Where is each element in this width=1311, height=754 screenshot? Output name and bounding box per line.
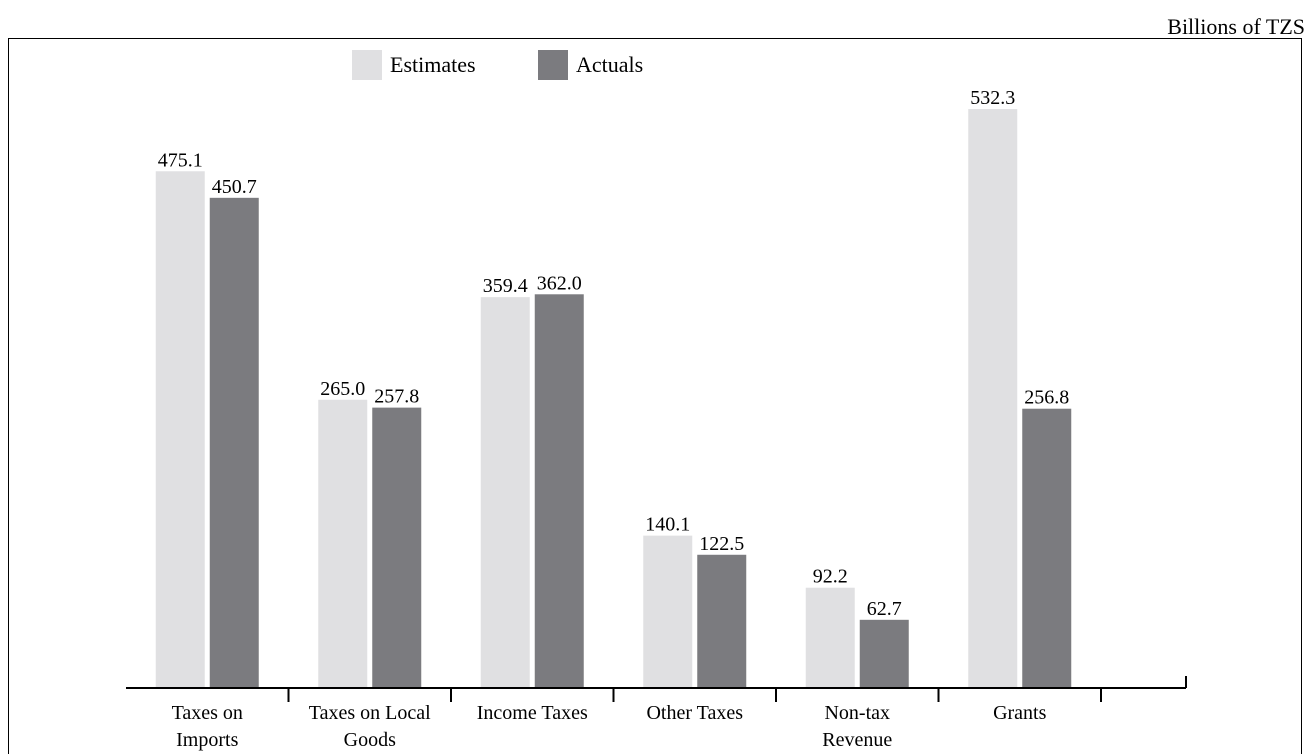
legend-swatch-estimates	[352, 50, 382, 80]
category-label-5-0: Grants	[993, 702, 1047, 724]
bar-actuals-1	[372, 407, 422, 688]
legend-label-estimates: Estimates	[390, 52, 476, 77]
category-label-0-0: Taxes on	[172, 702, 243, 724]
value-label-estimates-2: 359.4	[483, 275, 528, 297]
unit-label: Billions of TZS	[1167, 14, 1305, 39]
bar-estimates-4	[805, 587, 855, 688]
category-label-0-1: Imports	[176, 729, 238, 751]
value-label-estimates-1: 265.0	[320, 378, 365, 400]
bar-estimates-2	[480, 297, 530, 688]
category-label-3-0: Other Taxes	[646, 702, 743, 724]
bar-actuals-5	[1022, 408, 1072, 688]
category-label-1-1: Goods	[344, 729, 396, 751]
value-label-estimates-3: 140.1	[645, 514, 690, 536]
category-label-2-0: Income Taxes	[477, 702, 588, 724]
bar-actuals-3	[697, 554, 747, 688]
value-label-actuals-3: 122.5	[699, 533, 744, 555]
legend-label-actuals: Actuals	[576, 52, 644, 77]
value-label-estimates-5: 532.3	[970, 87, 1015, 109]
value-label-actuals-0: 450.7	[212, 176, 257, 198]
value-label-actuals-2: 362.0	[537, 272, 582, 294]
category-label-4-0: Non-tax	[824, 702, 890, 724]
value-label-actuals-5: 256.8	[1024, 387, 1069, 409]
bar-actuals-2	[534, 294, 584, 688]
value-label-actuals-4: 62.7	[867, 598, 902, 620]
bar-estimates-5	[968, 109, 1018, 689]
bar-estimates-3	[643, 535, 693, 688]
legend-item-estimates: Estimates	[352, 50, 476, 80]
value-label-estimates-0: 475.1	[158, 149, 203, 171]
category-label-4-1: Revenue	[822, 729, 892, 751]
bar-actuals-0	[209, 197, 259, 689]
bar-estimates-0	[155, 171, 205, 688]
category-label-1-0: Taxes on Local	[309, 702, 431, 724]
bar-actuals-4	[859, 619, 909, 688]
value-label-actuals-1: 257.8	[374, 386, 419, 408]
value-label-estimates-4: 92.2	[813, 566, 848, 588]
chart-frame	[8, 38, 1302, 754]
bar-estimates-1	[318, 399, 368, 688]
legend-swatch-actuals	[538, 50, 568, 80]
legend-item-actuals: Actuals	[538, 50, 643, 80]
